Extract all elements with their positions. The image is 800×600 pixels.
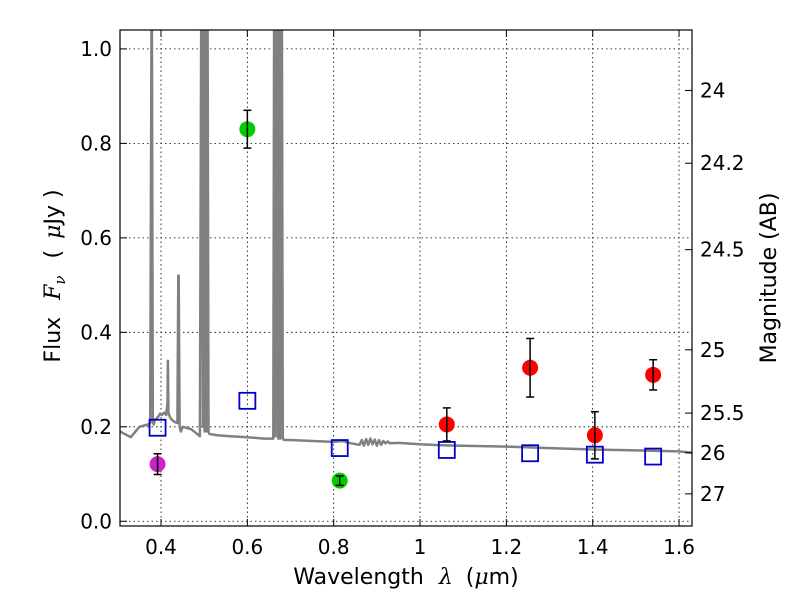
magnitude-axis-ticks: 24 24.2 24.5 25 25.5 26 27 — [685, 78, 745, 506]
y-axis-ticks: 0.0 0.2 0.4 0.6 0.8 1.0 — [80, 37, 127, 533]
observed-photometry-markers — [149, 109, 662, 489]
grid-lines — [120, 30, 692, 526]
model-photometry-square — [330, 439, 349, 457]
magnitude-tick-label: 25 — [700, 338, 725, 362]
x-tick-label: 1.2 — [490, 535, 522, 559]
model-photometry-square — [148, 418, 167, 437]
observed-point-group — [331, 472, 348, 489]
y-axis-title-symbol: F — [41, 284, 66, 301]
magnitude-tick-label: 26 — [700, 441, 725, 465]
magnitude-tick-label: 24.2 — [700, 151, 745, 175]
observed-point-group — [239, 109, 256, 149]
observed-point-group — [149, 452, 166, 476]
model-photometry-markers — [148, 391, 663, 466]
x-axis-title-unit-mu: μ — [474, 565, 488, 590]
x-tick-label: 1.6 — [663, 535, 695, 559]
x-axis-ticks: 0.4 0.6 0.8 1 1.2 1.4 1.6 — [145, 30, 695, 559]
y-axis-title-subscript: ν — [51, 275, 69, 284]
x-tick-label: 1.4 — [577, 535, 609, 559]
y-axis-title-unit-mu: μ — [41, 225, 66, 239]
y-axis-title-unit-open: ( — [41, 250, 66, 259]
x-axis-title-text: Wavelength — [293, 565, 424, 590]
y-tick-label: 1.0 — [80, 37, 112, 61]
observed-point-group — [586, 410, 603, 460]
x-tick-label: 0.4 — [145, 535, 177, 559]
y-axis-title: Flux Fν ( μJy ) — [41, 189, 71, 362]
magnitude-tick-label: 25.5 — [700, 401, 745, 425]
y-axis-title-text: Flux — [41, 317, 66, 363]
y-tick-label: 0.8 — [80, 131, 112, 155]
spectrum-layer — [120, 30, 692, 455]
magnitude-tick-label: 24 — [700, 78, 725, 102]
observed-point-group — [438, 407, 455, 442]
x-tick-label: 0.8 — [318, 535, 350, 559]
model-spectrum-line — [120, 30, 692, 455]
model-photometry-square — [437, 441, 456, 459]
y-tick-label: 0.6 — [80, 226, 112, 250]
x-axis-title-unit-rest: m) — [489, 565, 519, 590]
model-photometry-square — [521, 444, 540, 463]
x-tick-label: 0.6 — [231, 535, 263, 559]
y-axis-title-unit-rest: Jy ) — [41, 189, 66, 226]
plot-frame — [119, 29, 693, 527]
observed-point-group — [645, 358, 662, 391]
observed-point-group — [522, 337, 539, 398]
model-photometry-square — [644, 447, 663, 466]
x-axis-title-symbol: λ — [438, 565, 453, 590]
magnitude-tick-label: 27 — [700, 482, 725, 506]
magnitude-axis-title: Magnitude (AB) — [757, 193, 782, 364]
y-tick-label: 0.0 — [80, 509, 112, 533]
x-axis-title: Wavelength λ (μm) — [293, 565, 518, 590]
magnitude-tick-label: 24.5 — [700, 238, 745, 262]
x-tick-label: 1 — [414, 535, 427, 559]
x-axis-title-unit-open: ( — [466, 565, 475, 590]
y-tick-label: 0.2 — [80, 415, 112, 439]
y-tick-label: 0.4 — [80, 320, 112, 344]
model-photometry-square — [238, 391, 257, 410]
